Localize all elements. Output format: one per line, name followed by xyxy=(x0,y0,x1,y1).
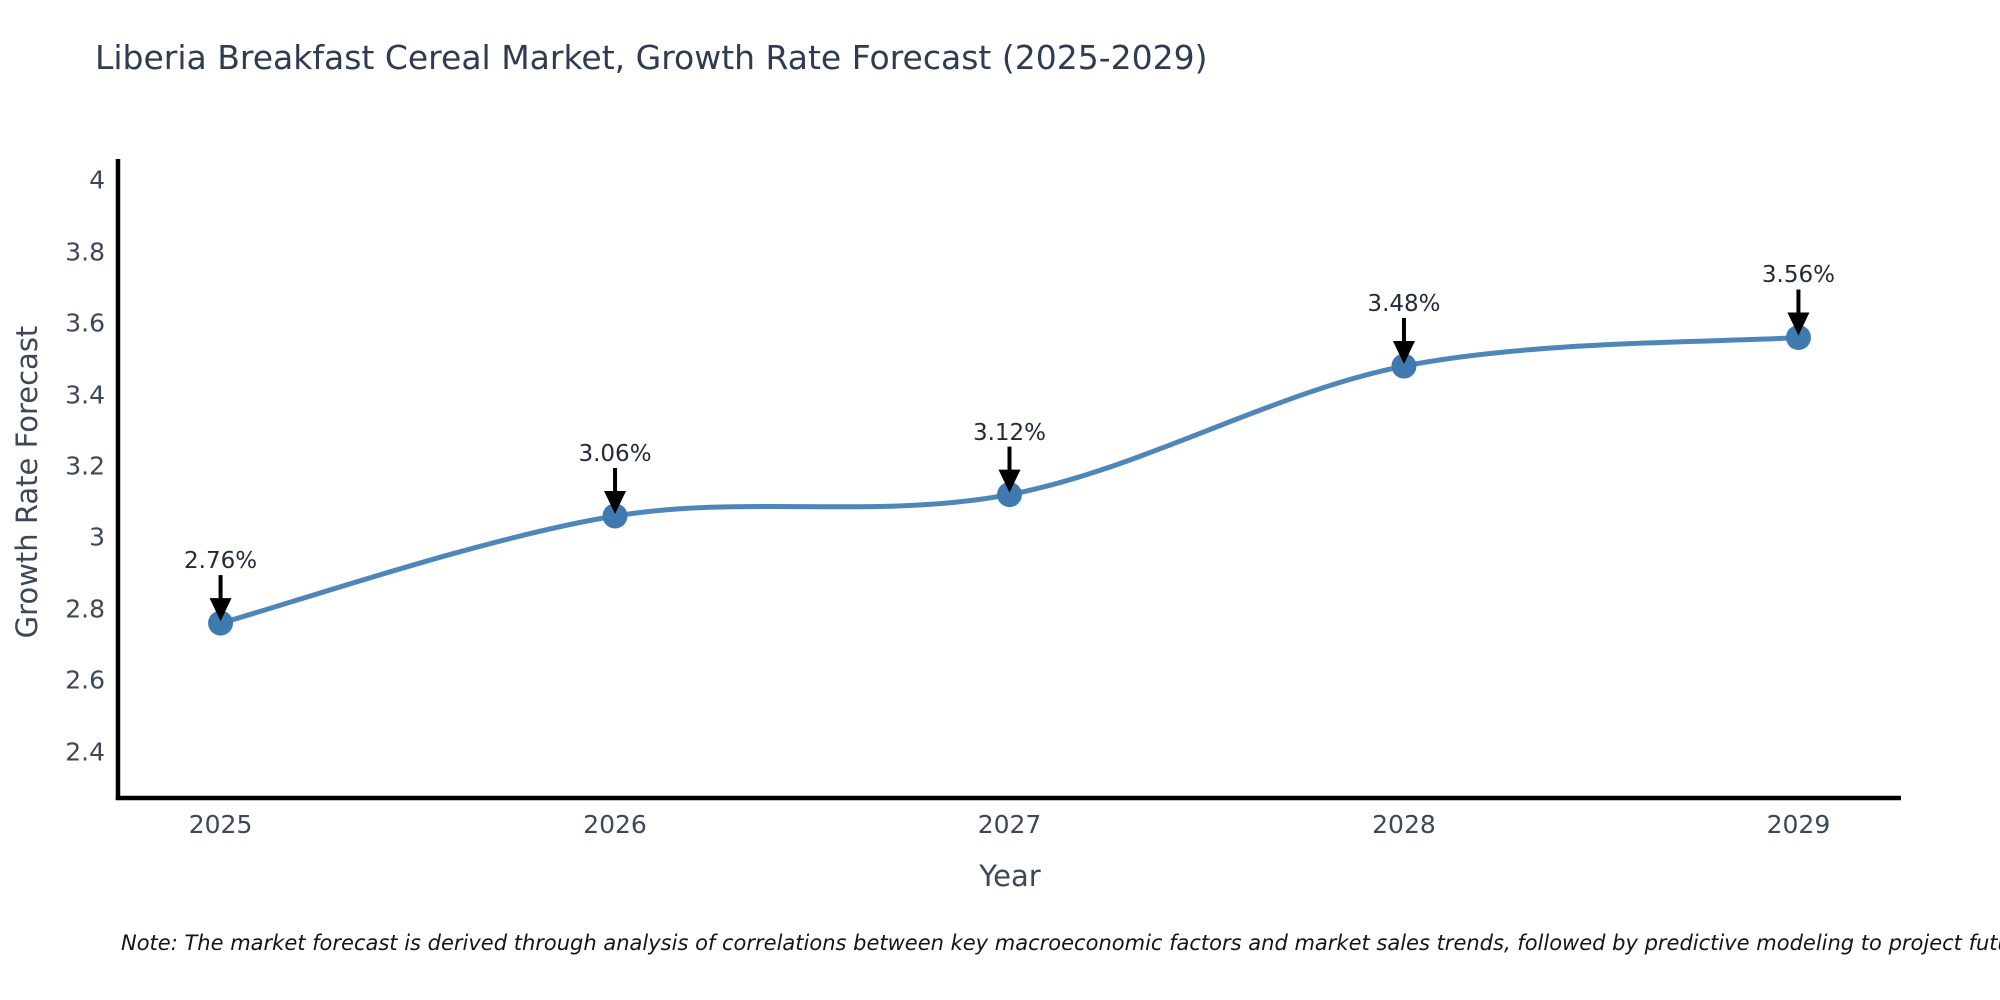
x-tick-label: 2027 xyxy=(977,810,1042,839)
data-point-marker xyxy=(1391,353,1417,379)
x-tick-label: 2025 xyxy=(188,810,253,839)
data-point-marker xyxy=(1785,324,1811,350)
annotation-arrows xyxy=(209,289,1810,622)
y-tick-label: 4 xyxy=(89,165,105,195)
data-point-marker xyxy=(208,610,234,636)
data-point-label: 3.48% xyxy=(1367,291,1441,318)
data-point-marker xyxy=(997,482,1022,508)
annotation-arrow-icon xyxy=(998,469,1021,493)
data-point-label: 2.76% xyxy=(184,548,258,575)
x-tick-label: 2028 xyxy=(1372,810,1436,839)
footnote: Note: The market forecast is derived thr… xyxy=(121,931,2000,955)
y-tick-label: 3.4 xyxy=(65,380,105,410)
y-tick-label: 3.6 xyxy=(65,308,105,338)
y-tick-label: 3 xyxy=(89,522,105,552)
data-point-marker xyxy=(602,503,628,529)
data-point-markers xyxy=(208,324,1811,636)
annotation-arrow-icon xyxy=(209,598,232,622)
y-tick-label: 2.8 xyxy=(65,594,105,624)
data-point-label: 3.06% xyxy=(578,440,652,467)
annotation-arrow-icon xyxy=(1392,341,1415,365)
y-tick-label: 2.6 xyxy=(65,665,105,695)
y-tick-label: 2.4 xyxy=(65,737,105,767)
annotation-arrow-icon xyxy=(1787,312,1810,336)
x-tick-label: 2026 xyxy=(583,810,647,839)
x-tick-label: 2029 xyxy=(1766,810,1831,839)
data-point-label: 3.56% xyxy=(1761,262,1835,289)
data-point-label: 3.12% xyxy=(972,419,1047,446)
y-tick-label: 3.8 xyxy=(65,237,105,267)
chart-title: Liberia Breakfast Cereal Market, Growth … xyxy=(95,38,1208,77)
y-tick-label: 3.2 xyxy=(65,451,105,481)
x-axis-title: Year xyxy=(979,859,1041,893)
annotation-arrow-icon xyxy=(604,490,627,514)
